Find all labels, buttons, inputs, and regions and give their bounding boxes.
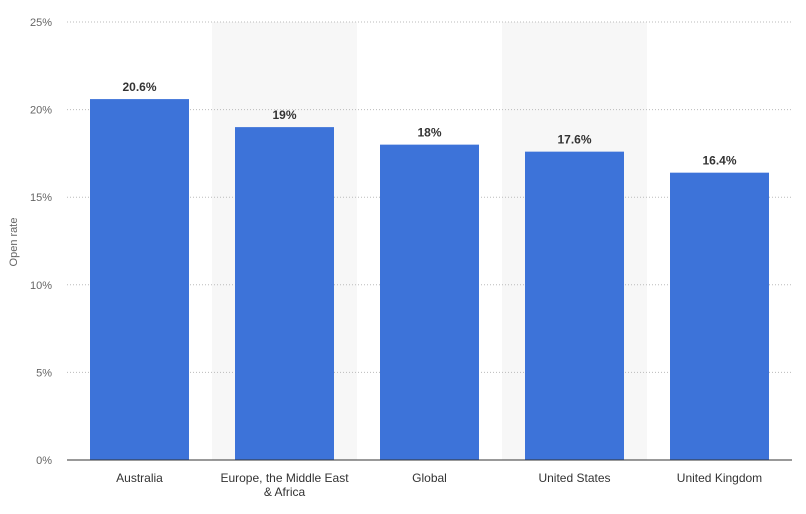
bar-0: [90, 99, 189, 460]
value-label-3: 17.6%: [557, 133, 591, 147]
x-tick-label-2: Global: [412, 471, 447, 485]
bar-1: [235, 127, 334, 461]
value-label-2: 18%: [417, 126, 441, 140]
x-tick-label-1: Europe, the Middle East & Africa: [220, 471, 349, 499]
y-axis-label: Open rate: [8, 218, 20, 267]
x-tick-label-3: United States: [538, 471, 610, 485]
x-axis-ticks: Australia Europe, the Middle East & Africa…: [116, 471, 762, 499]
value-label-4: 16.4%: [702, 154, 736, 168]
y-tick-label: 15%: [30, 192, 52, 204]
y-tick-label: 0%: [36, 455, 52, 467]
y-axis-ticks: 0% 5% 10% 15% 20% 25%: [30, 17, 52, 467]
bar-2: [380, 144, 479, 460]
bars: [90, 99, 769, 461]
x-tick-label-4: United Kingdom: [677, 471, 762, 485]
value-label-0: 20.6%: [122, 80, 156, 94]
y-tick-label: 10%: [30, 280, 52, 292]
value-labels: 20.6% 19% 18% 17.6% 16.4%: [122, 80, 736, 168]
value-label-1: 19%: [272, 108, 296, 122]
bar-4: [670, 172, 769, 460]
bar-3: [525, 151, 624, 460]
x-tick-label-0: Australia: [116, 471, 163, 485]
y-tick-label: 5%: [36, 367, 52, 379]
y-tick-label: 20%: [30, 105, 52, 117]
y-tick-label: 25%: [30, 17, 52, 29]
